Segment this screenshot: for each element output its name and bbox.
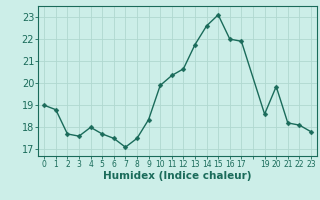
X-axis label: Humidex (Indice chaleur): Humidex (Indice chaleur) bbox=[103, 171, 252, 181]
